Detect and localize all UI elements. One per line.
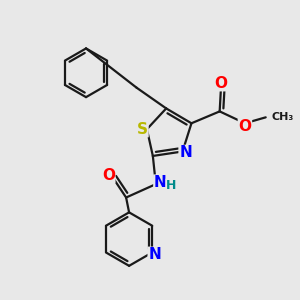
Text: S: S: [137, 122, 148, 137]
Text: N: N: [148, 247, 161, 262]
Text: CH₃: CH₃: [271, 112, 293, 122]
Text: O: O: [238, 119, 251, 134]
Text: O: O: [214, 76, 228, 91]
Text: O: O: [102, 168, 115, 183]
Text: H: H: [166, 179, 176, 192]
Text: N: N: [154, 175, 167, 190]
Text: N: N: [179, 146, 192, 160]
